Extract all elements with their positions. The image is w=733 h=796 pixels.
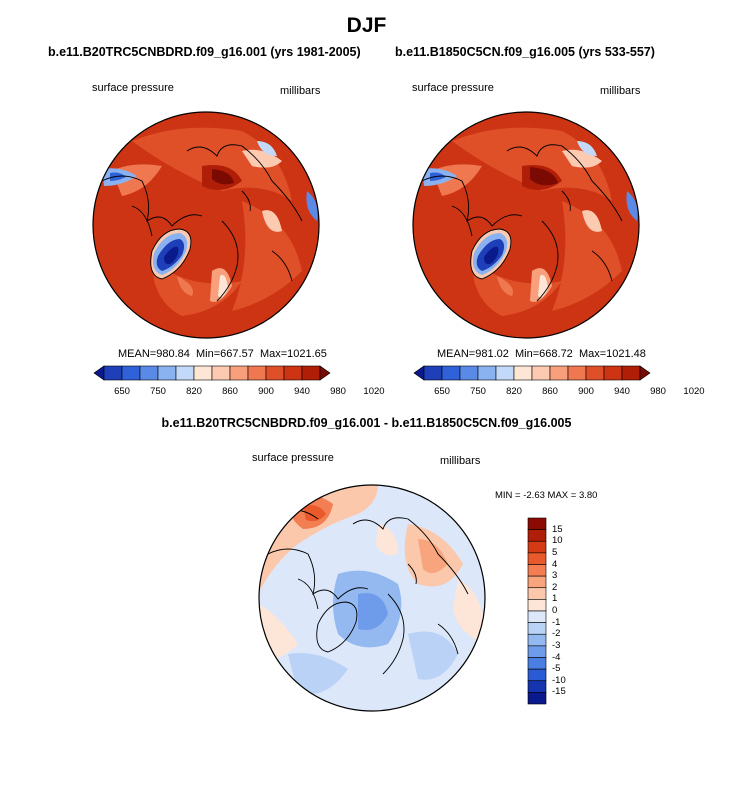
panel-right-colorbar-swatch (567, 365, 587, 381)
diff-colorbar-swatch (527, 610, 547, 623)
diff-colorbar-swatch (527, 645, 547, 658)
panel-right-colorbar-swatch (459, 365, 479, 381)
diff-colorbar-tick-label: -3 (552, 639, 561, 651)
diff-colorbar-swatch (527, 622, 547, 635)
panel-left-colorbar-swatch (139, 365, 159, 381)
diff-title: b.e11.B20TRC5CNBDRD.f09_g16.001 - b.e11.… (161, 416, 572, 430)
panel-right-colorbar-swatch (477, 365, 497, 381)
panel-right-colorbar-swatch (603, 365, 623, 381)
diff-stats: MIN = -2.63 MAX = 3.80 (495, 490, 598, 501)
panel-left-title: b.e11.B20TRC5CNBDRD.f09_g16.001 (yrs 198… (48, 45, 361, 59)
panel-right-colorbar-tick-label: 860 (542, 386, 558, 397)
diff-colorbar-swatch (527, 529, 547, 542)
diff-units: millibars (440, 455, 481, 467)
panel-left-colorbar-swatch (175, 365, 195, 381)
panel-right-colorbar-swatch (441, 365, 461, 381)
diff-colorbar-tick-label: -2 (552, 628, 561, 640)
panel-right-colorbar-tick-label: 980 (650, 386, 666, 397)
diff-colorbar-swatch (527, 657, 547, 670)
panel-right-colorbar-labels: 650 750 820 860 900 940 980 1020 (414, 386, 705, 400)
panel-left-units: millibars (280, 85, 321, 97)
panel-right-colorbar-swatch (513, 365, 533, 381)
diff-colorbar-swatch (527, 540, 547, 554)
panel-right-map (412, 111, 640, 339)
diff-colorbar-tick-label: 3 (552, 570, 558, 582)
diff-colorbar-tick-label: 10 (552, 535, 563, 547)
panel-left-colorbar-swatch (193, 365, 213, 381)
diff-colorbar-tick-label: 0 (552, 605, 558, 616)
panel-left-colorbar-swatch (301, 365, 321, 381)
panel-left-colorbar-tick-label: 860 (222, 386, 238, 397)
diff-colorbar-tick-label: -4 (552, 651, 561, 663)
panel-right-colorbar (413, 365, 651, 381)
panel-left-variable: surface pressure (92, 82, 174, 94)
panel-right-colorbar-tick-label: 940 (614, 386, 630, 397)
panel-right-colorbar-tick-label: 650 (434, 386, 450, 397)
diff-colorbar-tick-label: -1 (552, 616, 561, 628)
diff-variable: surface pressure (252, 452, 334, 464)
panel-left-colorbar-tick-label: 900 (258, 386, 274, 397)
diff-colorbar-tick-label: 4 (552, 558, 558, 570)
diff-colorbar-tick-label: 5 (552, 546, 558, 558)
diff-map (258, 484, 486, 712)
diff-colorbar (527, 517, 547, 705)
panel-left-colorbar-tick-label: 1020 (363, 386, 385, 397)
diff-colorbar-swatch (527, 633, 547, 647)
diff-colorbar-labels: 15 10 5 4 3 2 1 0 -1 -2 -3 -4 -5 -10 -15 (552, 518, 592, 704)
diff-colorbar-swatch (527, 575, 547, 589)
panel-left-colorbar-swatch (229, 365, 249, 381)
panel-right-units: millibars (600, 85, 641, 97)
diff-colorbar-tick-label: -15 (552, 686, 566, 698)
panel-left-colorbar-swatch (103, 365, 123, 381)
panel-right-colorbar-tick-label: 1020 (683, 386, 705, 397)
diff-colorbar-swatch (527, 680, 547, 693)
panel-right-colorbar-swatch (549, 365, 569, 381)
diff-colorbar-tick-label: 15 (552, 523, 563, 535)
panel-right-title: b.e11.B1850C5CN.f09_g16.005 (yrs 533-557… (395, 45, 655, 59)
diff-colorbar-swatch (527, 599, 547, 612)
diff-colorbar-tick-label: -10 (552, 674, 566, 686)
figure-title: DJF (346, 14, 387, 37)
panel-left-colorbar-tick-label: 820 (186, 386, 202, 397)
panel-left-colorbar-tick-label: 750 (150, 386, 166, 397)
panel-right-variable: surface pressure (412, 82, 494, 94)
diff-colorbar-swatch (527, 668, 547, 682)
panel-right-colorbar-swatch (495, 365, 515, 381)
panel-right-colorbar-swatch (413, 365, 425, 381)
panel-right-colorbar-tick-label: 820 (506, 386, 522, 397)
panel-right-colorbar-swatch (423, 365, 443, 381)
panel-left-colorbar (93, 365, 331, 381)
panel-left-colorbar-swatch (93, 365, 105, 381)
diff-colorbar-swatch (527, 552, 547, 565)
diff-colorbar-tick-label: -5 (552, 663, 561, 675)
panel-left-colorbar-tick-label: 650 (114, 386, 130, 397)
panel-left-colorbar-tick-label: 980 (330, 386, 346, 397)
panel-left-colorbar-tick-label: 940 (294, 386, 310, 397)
panel-left-colorbar-swatch (283, 365, 303, 381)
diff-colorbar-swatch (527, 517, 547, 530)
diff-colorbar-swatch (527, 564, 547, 577)
panel-right-colorbar-swatch (621, 365, 641, 381)
panel-right-colorbar-tick-label: 900 (578, 386, 594, 397)
panel-right-colorbar-swatch (639, 365, 651, 381)
panel-left-colorbar-swatch (211, 365, 231, 381)
diff-colorbar-tick-label: 1 (552, 593, 558, 605)
panel-left-colorbar-swatch (247, 365, 267, 381)
diff-colorbar-swatch (527, 587, 547, 600)
panel-left-colorbar-swatch (157, 365, 177, 381)
panel-left-map (92, 111, 320, 339)
panel-right-colorbar-swatch (585, 365, 605, 381)
diff-colorbar-swatch (527, 692, 547, 705)
panel-left-stats: MEAN=980.84 Min=667.57 Max=1021.65 (118, 348, 327, 360)
diff-colorbar-tick-label: 2 (552, 581, 558, 593)
panel-left-colorbar-swatch (121, 365, 141, 381)
panel-left-colorbar-swatch (319, 365, 331, 381)
panel-left-colorbar-swatch (265, 365, 285, 381)
panel-right-colorbar-tick-label: 750 (470, 386, 486, 397)
panel-right-stats: MEAN=981.02 Min=668.72 Max=1021.48 (437, 348, 646, 360)
panel-right-colorbar-swatch (531, 365, 551, 381)
panel-left-colorbar-labels: 650 750 820 860 900 940 980 1020 (94, 386, 385, 400)
